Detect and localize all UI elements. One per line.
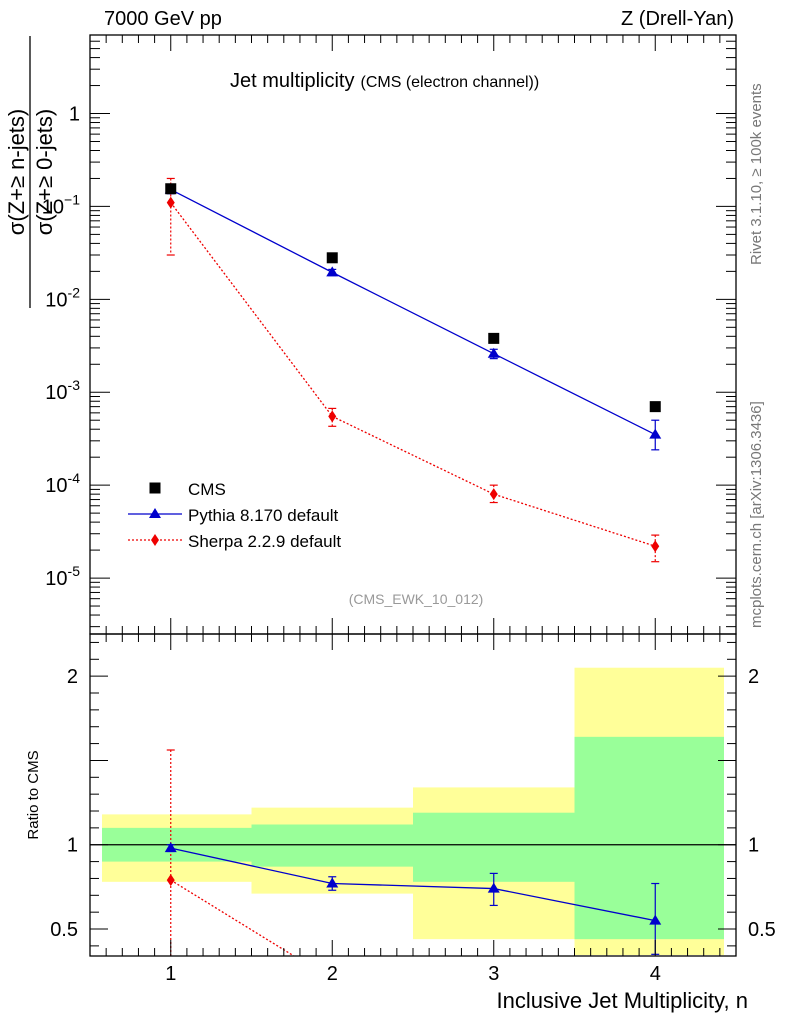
ratio-sherpa-line [170,879,295,957]
legend-sherpa-marker [151,534,159,546]
main-frame [89,34,737,635]
y-label-numerator: σ(Z+≥ n-jets) [4,109,29,236]
ratio-y-tick-label: 1 [67,835,78,857]
ratio-pythia-point [649,914,662,925]
main-panel: 1 10−1 10-2 10-3 10-4 10-5 σ(Z+≥ n-jets) σ(Z+≥ … [4,34,737,635]
analysis-annotation: (CMS_EWK_10_012) [349,591,484,607]
legend-cms-marker [149,482,161,494]
pythia-line [170,188,656,436]
ratio-y-axis-label: Ratio to CMS [25,750,42,839]
y-tick-label: 10-5 [45,563,80,590]
ratio-series-pythia [164,842,662,955]
cms-point [165,183,177,195]
series-sherpa [166,177,660,563]
cms-point [326,252,338,264]
series-cms [165,183,661,413]
pythia-point [649,428,662,439]
sherpa-point [489,488,498,501]
sherpa-point [651,540,660,553]
pythia-point [326,266,339,277]
uncertainty-band-green [251,824,413,867]
ratio-pythia-point [326,877,339,888]
ratio-pythia-point [487,882,500,893]
y-tick-label: 10-3 [45,377,80,404]
uncertainty-band-green [413,812,575,882]
y-tick-label: 10-2 [45,284,80,311]
legend-cms-label: CMS [188,480,226,499]
sherpa-point [328,410,337,423]
series-pythia [164,183,662,451]
legend-sherpa-label: Sherpa 2.2.9 default [188,532,341,551]
x-axis-label: Inclusive Jet Multiplicity, n [497,988,748,1013]
ratio-y-tick-label-right: 2 [748,666,759,688]
ratio-y-tick-label: 2 [67,666,78,688]
pythia-point [487,347,500,358]
legend: CMS Pythia 8.170 default Sherpa 2.2.9 defa… [128,480,341,551]
y-tick-label: 10-4 [45,470,80,497]
chart-title: Jet multiplicity (CMS (electron channel)) [230,70,539,92]
ratio-y-tick-label: 0.5 [50,919,78,941]
ratio-y-tick-label-right: 1 [748,835,759,857]
x-tick-label: 1 [165,963,176,985]
process-label: Z (Drell-Yan) [621,8,734,30]
x-tick-label: 2 [327,963,338,985]
ratio-y-tick-label-right: 0.5 [748,919,776,941]
beam-label: 7000 GeV pp [104,8,222,30]
cms-point [649,401,661,413]
cms-point [488,332,500,344]
sherpa-line [170,202,656,547]
ratio-pythia-line [170,847,656,922]
ratio-sherpa-point [166,874,175,887]
legend-pythia-label: Pythia 8.170 default [188,506,339,525]
x-tick-label: 4 [650,963,661,985]
ratio-series-sherpa [166,749,295,957]
y-label-denominator: σ(Z+≥ 0-jets) [32,109,57,236]
y-tick-label: 1 [69,104,80,126]
sherpa-point [166,196,175,209]
ratio-pythia-point [164,842,177,853]
ratio-panel: 2 2 1 1 0.5 0.5 1 2 3 4 Inclusive Jet Multiplicity… [25,633,776,1013]
uncertainty-band-green [574,736,724,940]
legend-pythia-marker [149,508,161,518]
y-tick-label: 10−1 [42,191,80,218]
x-tick-label: 3 [488,963,499,985]
main-y-axis-label: σ(Z+≥ n-jets) σ(Z+≥ 0-jets) [4,36,57,308]
